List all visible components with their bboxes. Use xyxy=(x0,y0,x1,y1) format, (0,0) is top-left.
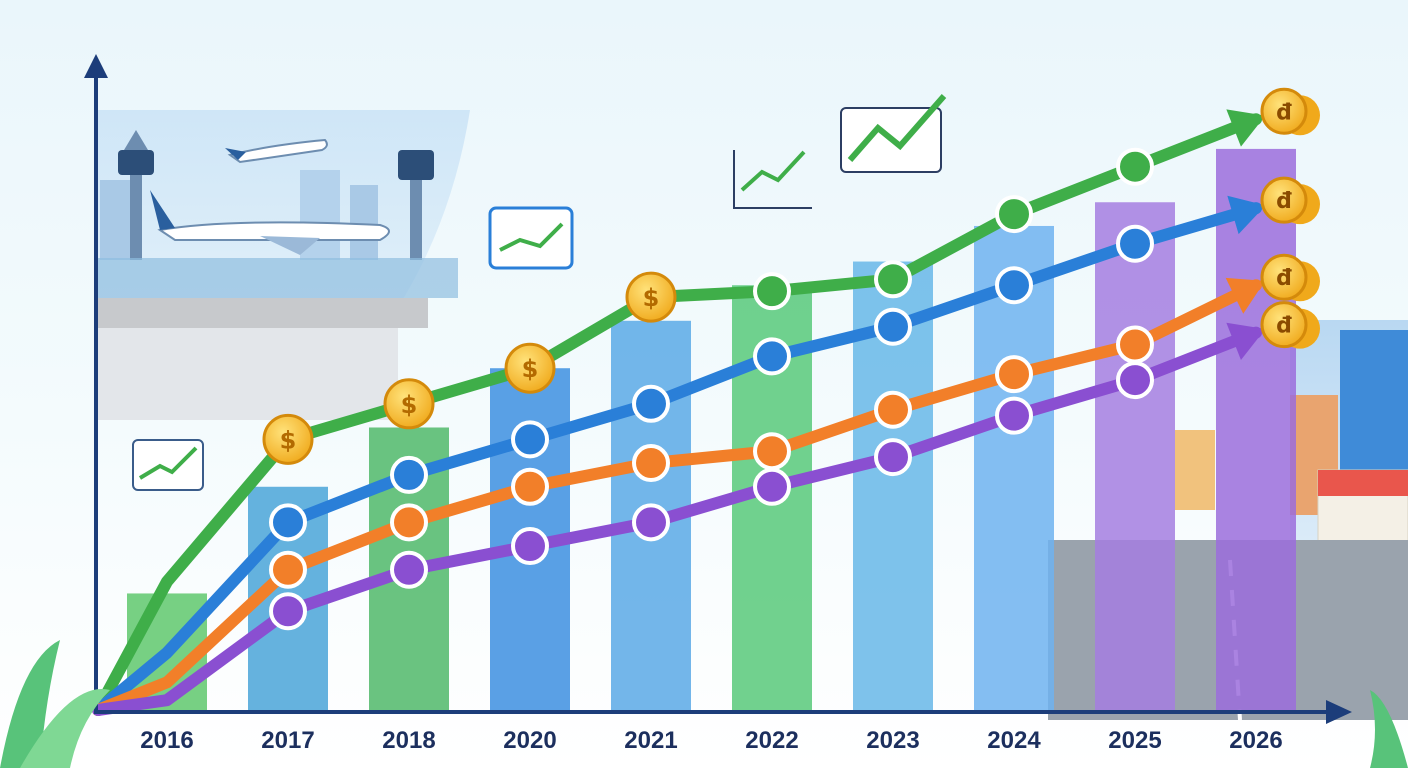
data-point xyxy=(874,438,912,477)
plant-decoration xyxy=(1370,690,1408,768)
background-bar xyxy=(1095,202,1175,712)
svg-text:$: $ xyxy=(280,426,297,454)
svg-text:$: $ xyxy=(401,391,418,419)
series-arrowhead xyxy=(1227,195,1266,235)
series-arrowhead xyxy=(1225,277,1265,314)
data-point xyxy=(995,396,1033,435)
data-point xyxy=(632,503,670,542)
dong-coin-icon: $ xyxy=(262,413,314,465)
data-point xyxy=(511,467,549,506)
x-tick-label: 2017 xyxy=(261,727,314,754)
data-point xyxy=(1116,224,1154,263)
dong-coin-icon: $ xyxy=(383,378,435,430)
data-point xyxy=(1116,325,1154,364)
series-arrowhead xyxy=(1226,322,1266,361)
data-point xyxy=(995,355,1033,394)
data-point xyxy=(511,420,549,459)
data-point xyxy=(874,390,912,429)
svg-text:$: $ xyxy=(643,284,660,312)
data-point xyxy=(995,195,1033,234)
data-point xyxy=(269,550,307,589)
svg-text:đ: đ xyxy=(1276,100,1292,125)
x-tick-label: 2016 xyxy=(140,727,193,754)
data-point xyxy=(874,307,912,346)
x-tick-label: 2026 xyxy=(1229,727,1282,754)
data-point xyxy=(390,455,428,494)
dong-coin-icon: $ xyxy=(625,271,677,323)
svg-text:đ: đ xyxy=(1276,314,1292,339)
x-tick-label: 2024 xyxy=(987,727,1041,754)
dong-coin-icon: đ xyxy=(1260,253,1320,302)
dong-coin-icon: đ xyxy=(1260,87,1320,136)
background-bar xyxy=(1216,148,1296,713)
airplane-icon xyxy=(225,138,328,164)
control-tower-icon xyxy=(398,150,434,260)
growth-chart-icon xyxy=(840,94,947,173)
data-point xyxy=(1116,361,1154,400)
growth-chart-icon xyxy=(733,150,812,209)
x-axis xyxy=(94,700,1352,724)
data-point xyxy=(390,550,428,589)
data-point xyxy=(511,527,549,566)
dong-coin-icon: đ xyxy=(1260,176,1320,225)
x-tick-label: 2018 xyxy=(382,727,435,754)
svg-text:đ: đ xyxy=(1276,189,1292,214)
data-point xyxy=(995,266,1033,305)
growth-chart-icon xyxy=(488,206,574,270)
dong-coin-icon: $ xyxy=(504,342,556,394)
data-point xyxy=(1116,147,1154,186)
data-point xyxy=(753,337,791,376)
x-tick-label: 2025 xyxy=(1108,727,1161,754)
growth-chart-icon xyxy=(132,439,204,491)
y-axis xyxy=(84,54,108,712)
data-point xyxy=(269,592,307,631)
airplane-icon xyxy=(150,190,390,255)
background-bar xyxy=(974,225,1054,713)
svg-text:đ: đ xyxy=(1276,266,1292,291)
x-tick-label: 2023 xyxy=(866,727,919,754)
dong-coin-icon: đ xyxy=(1260,301,1320,349)
airport-scene-illustration xyxy=(98,110,470,420)
control-tower-icon xyxy=(118,130,154,260)
plant-decoration xyxy=(0,640,110,768)
x-tick-label: 2020 xyxy=(503,727,556,754)
data-point xyxy=(753,272,791,311)
data-point xyxy=(753,432,791,471)
data-point xyxy=(632,384,670,423)
data-point xyxy=(753,467,791,506)
data-point xyxy=(874,260,912,299)
x-tick-label: 2022 xyxy=(745,727,798,754)
data-point xyxy=(390,503,428,542)
data-point xyxy=(269,503,307,542)
x-tick-label: 2021 xyxy=(624,727,677,754)
svg-text:$: $ xyxy=(522,355,539,383)
series-arrowhead xyxy=(1226,109,1266,147)
data-point xyxy=(632,444,670,483)
